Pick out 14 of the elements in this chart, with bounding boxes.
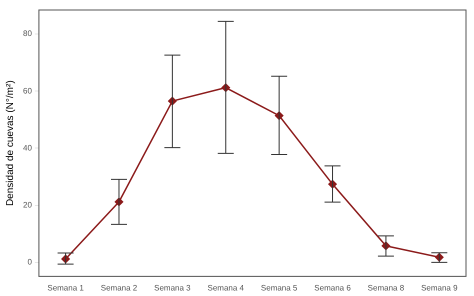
x-tick-label: Semana 6 xyxy=(314,283,352,292)
x-tick-label: Semana 4 xyxy=(208,283,245,292)
x-tick-label: Semana 3 xyxy=(154,283,192,292)
y-axis-title: Densidad de cuevas (N°/m²) xyxy=(4,80,16,206)
y-tick-label: 60 xyxy=(22,86,32,96)
x-tick-label: Semana 9 xyxy=(421,283,458,292)
x-tick-label: Semana 8 xyxy=(368,283,405,292)
y-tick-label: 40 xyxy=(22,143,32,152)
y-tick-label: 0 xyxy=(27,258,32,267)
y-tick-label: 20 xyxy=(22,200,32,210)
x-tick-label: Semana 1 xyxy=(47,283,84,292)
x-tick-label: Semana 2 xyxy=(100,283,138,292)
y-tick-label: 80 xyxy=(22,29,32,38)
x-tick-label: Semana 5 xyxy=(260,283,298,292)
